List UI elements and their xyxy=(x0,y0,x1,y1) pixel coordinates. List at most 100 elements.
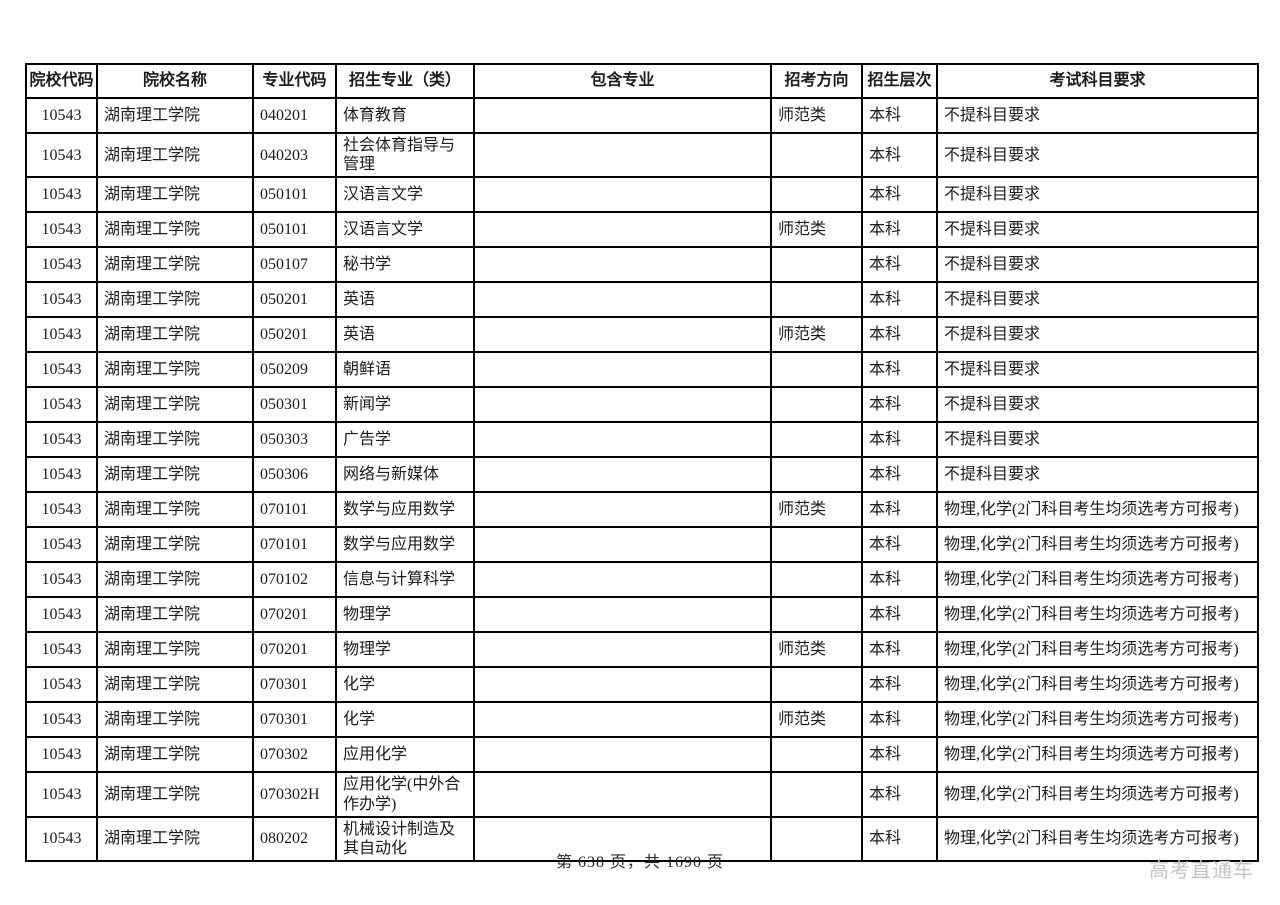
cell-major-code: 070302H xyxy=(252,771,337,818)
cell-subject-requirements: 物理,化学(2门科目考生均须选考方可报考) xyxy=(936,771,1259,818)
cell-college-name: 湖南理工学院 xyxy=(96,281,254,319)
cell-level: 本科 xyxy=(861,316,938,354)
cell-major-name: 应用化学(中外合作办学) xyxy=(335,771,475,818)
table-row: 10543 湖南理工学院 050101 汉语言文学 本科 不提科目要求 xyxy=(25,176,1259,214)
cell-included-majors xyxy=(473,736,772,774)
cell-college-code: 10543 xyxy=(25,316,98,354)
cell-level: 本科 xyxy=(861,596,938,634)
cell-included-majors xyxy=(473,596,772,634)
cell-subject-requirements: 不提科目要求 xyxy=(936,131,1259,179)
cell-college-code: 10543 xyxy=(25,666,98,704)
table-body: 10543 湖南理工学院 040201 体育教育 师范类 本科 不提科目要求 10543 湖南理… xyxy=(25,97,1259,863)
cell-college-name: 湖南理工学院 xyxy=(96,491,254,529)
cell-college-name: 湖南理工学院 xyxy=(96,596,254,634)
cell-college-code: 10543 xyxy=(25,351,98,389)
cell-subject-requirements: 不提科目要求 xyxy=(936,281,1259,319)
cell-college-name: 湖南理工学院 xyxy=(96,561,254,599)
cell-subject-requirements: 不提科目要求 xyxy=(936,246,1259,284)
cell-college-name: 湖南理工学院 xyxy=(96,211,254,249)
table-row: 10543 湖南理工学院 050209 朝鲜语 本科 不提科目要求 xyxy=(25,351,1259,389)
cell-level: 本科 xyxy=(861,211,938,249)
col-header-college-code: 院校代码 xyxy=(25,63,98,99)
cell-college-code: 10543 xyxy=(25,561,98,599)
cell-major-code: 050301 xyxy=(252,386,337,424)
cell-college-code: 10543 xyxy=(25,701,98,739)
cell-major-name: 英语 xyxy=(335,281,475,319)
cell-included-majors xyxy=(473,666,772,704)
table-row: 10543 湖南理工学院 050301 新闻学 本科 不提科目要求 xyxy=(25,386,1259,424)
cell-included-majors xyxy=(473,491,772,529)
cell-level: 本科 xyxy=(861,281,938,319)
cell-included-majors xyxy=(473,815,772,863)
cell-included-majors xyxy=(473,631,772,669)
cell-major-name: 信息与计算科学 xyxy=(335,561,475,599)
cell-major-code: 070101 xyxy=(252,491,337,529)
table-row: 10543 湖南理工学院 070102 信息与计算科学 本科 物理,化学(2门科目考生均须… xyxy=(25,561,1259,599)
table-row: 10543 湖南理工学院 050201 英语 师范类 本科 不提科目要求 xyxy=(25,316,1259,354)
col-header-major-code: 专业代码 xyxy=(252,63,337,99)
cell-major-name: 物理学 xyxy=(335,631,475,669)
cell-level: 本科 xyxy=(861,701,938,739)
cell-college-name: 湖南理工学院 xyxy=(96,97,254,134)
cell-subject-requirements: 不提科目要求 xyxy=(936,456,1259,494)
cell-direction: 师范类 xyxy=(770,211,863,249)
table-row: 10543 湖南理工学院 040201 体育教育 师范类 本科 不提科目要求 xyxy=(25,97,1259,134)
page-number: 第 638 页，共 1690 页 xyxy=(555,854,724,871)
cell-major-name: 新闻学 xyxy=(335,386,475,424)
cell-major-name: 广告学 xyxy=(335,421,475,459)
cell-level: 本科 xyxy=(861,666,938,704)
cell-subject-requirements: 物理,化学(2门科目考生均须选考方可报考) xyxy=(936,596,1259,634)
cell-direction xyxy=(770,386,863,424)
cell-included-majors xyxy=(473,246,772,284)
cell-college-name: 湖南理工学院 xyxy=(96,456,254,494)
cell-major-code: 070201 xyxy=(252,596,337,634)
cell-direction xyxy=(770,176,863,214)
cell-major-name: 汉语言文学 xyxy=(335,211,475,249)
cell-level: 本科 xyxy=(861,736,938,774)
cell-direction xyxy=(770,561,863,599)
cell-college-code: 10543 xyxy=(25,491,98,529)
cell-major-code: 050101 xyxy=(252,176,337,214)
cell-direction xyxy=(770,246,863,284)
cell-subject-requirements: 物理,化学(2门科目考生均须选考方可报考) xyxy=(936,701,1259,739)
cell-college-code: 10543 xyxy=(25,386,98,424)
cell-college-code: 10543 xyxy=(25,526,98,564)
cell-college-name: 湖南理工学院 xyxy=(96,176,254,214)
cell-college-name: 湖南理工学院 xyxy=(96,736,254,774)
table-row: 10543 湖南理工学院 040203 社会体育指导与管理 本科 不提科目要求 xyxy=(25,131,1259,179)
cell-direction xyxy=(770,736,863,774)
cell-college-code: 10543 xyxy=(25,281,98,319)
cell-direction xyxy=(770,456,863,494)
table-row: 10543 湖南理工学院 070201 物理学 师范类 本科 物理,化学(2门科目考生均须选… xyxy=(25,631,1259,669)
table-row: 10543 湖南理工学院 070301 化学 本科 物理,化学(2门科目考生均须选考方可报… xyxy=(25,666,1259,704)
cell-level: 本科 xyxy=(861,491,938,529)
cell-included-majors xyxy=(473,131,772,179)
cell-college-code: 10543 xyxy=(25,211,98,249)
cell-major-code: 050209 xyxy=(252,351,337,389)
cell-level: 本科 xyxy=(861,631,938,669)
cell-level: 本科 xyxy=(861,351,938,389)
cell-direction xyxy=(770,526,863,564)
cell-major-name: 网络与新媒体 xyxy=(335,456,475,494)
cell-major-code: 040201 xyxy=(252,97,337,134)
table-row: 10543 湖南理工学院 050306 网络与新媒体 本科 不提科目要求 xyxy=(25,456,1259,494)
cell-level: 本科 xyxy=(861,526,938,564)
cell-college-code: 10543 xyxy=(25,246,98,284)
cell-college-code: 10543 xyxy=(25,456,98,494)
cell-subject-requirements: 不提科目要求 xyxy=(936,316,1259,354)
col-header-level: 招生层次 xyxy=(861,63,938,99)
cell-college-code: 10543 xyxy=(25,131,98,179)
table-row: 10543 湖南理工学院 070302H 应用化学(中外合作办学) 本科 物理,化学(2门… xyxy=(25,771,1259,818)
admissions-table: 院校代码 院校名称 专业代码 招生专业（类） 包含专业 招考方向 招生层次 考试… xyxy=(25,63,1259,863)
cell-major-code: 050201 xyxy=(252,316,337,354)
cell-college-name: 湖南理工学院 xyxy=(96,386,254,424)
col-header-major-name: 招生专业（类） xyxy=(335,63,475,99)
cell-major-code: 070302 xyxy=(252,736,337,774)
table-row: 10543 湖南理工学院 070201 物理学 本科 物理,化学(2门科目考生均须选考方可… xyxy=(25,596,1259,634)
cell-direction: 师范类 xyxy=(770,97,863,134)
cell-included-majors xyxy=(473,456,772,494)
cell-major-code: 070201 xyxy=(252,631,337,669)
cell-subject-requirements: 不提科目要求 xyxy=(936,421,1259,459)
cell-major-code: 050303 xyxy=(252,421,337,459)
cell-college-name: 湖南理工学院 xyxy=(96,526,254,564)
